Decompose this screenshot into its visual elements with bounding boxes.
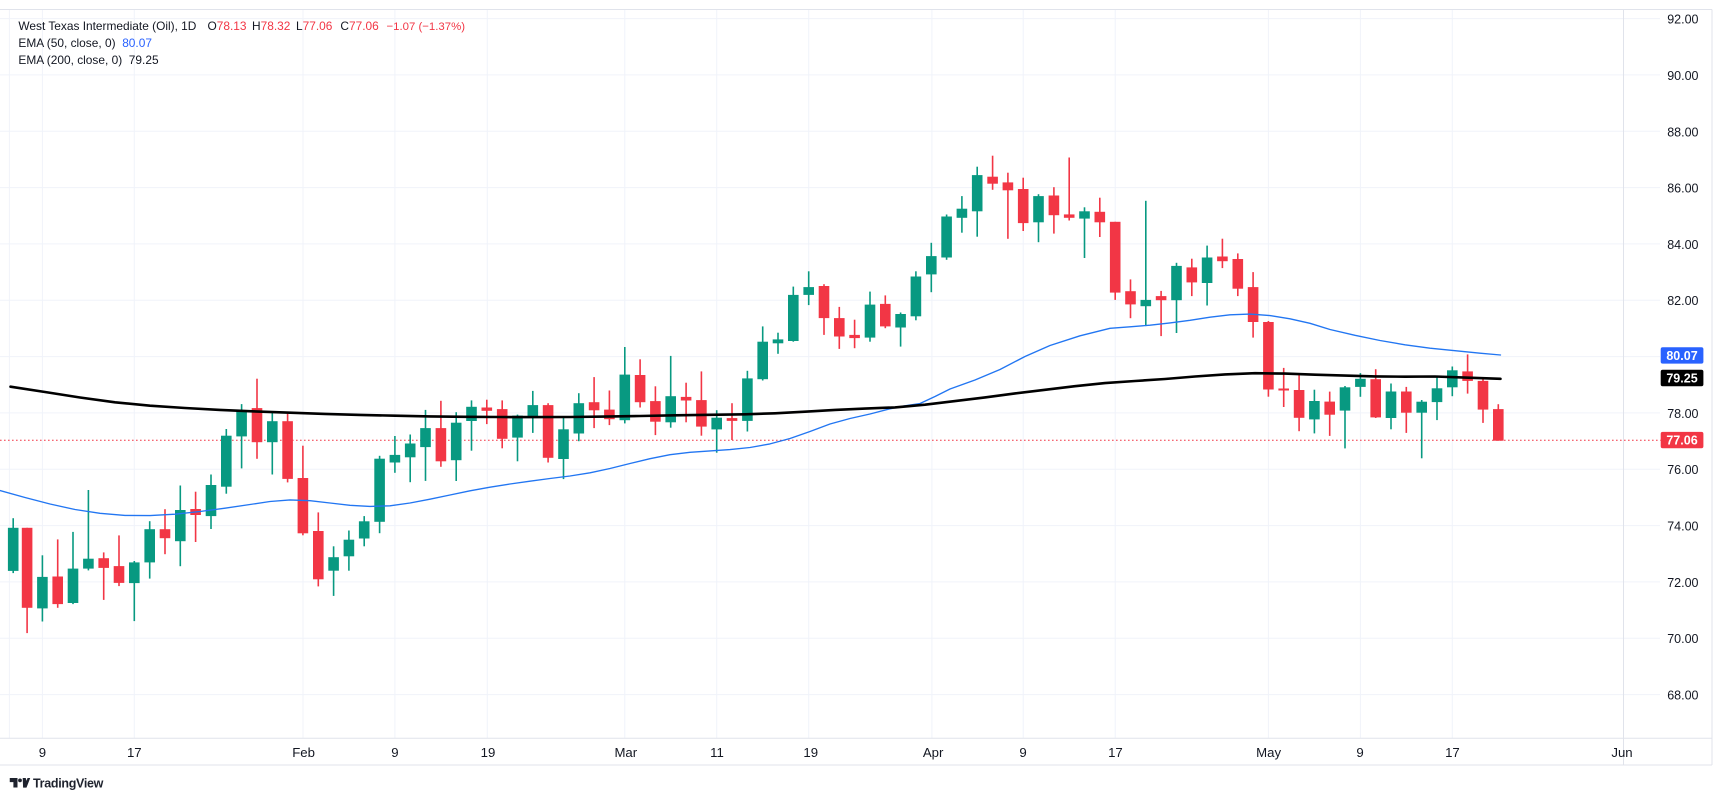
svg-text:19: 19 — [481, 745, 496, 760]
svg-text:Mar: Mar — [614, 745, 637, 760]
svg-text:17: 17 — [127, 745, 142, 760]
svg-text:19: 19 — [803, 745, 818, 760]
svg-text:80.07: 80.07 — [1666, 349, 1697, 363]
svg-text:72.00: 72.00 — [1667, 576, 1698, 590]
svg-text:79.25: 79.25 — [129, 53, 159, 67]
svg-text:90.00: 90.00 — [1667, 69, 1698, 83]
svg-text:68.00: 68.00 — [1667, 689, 1698, 703]
svg-text:74.00: 74.00 — [1667, 520, 1698, 534]
svg-text:Feb: Feb — [292, 745, 315, 760]
svg-text:May: May — [1256, 745, 1281, 760]
svg-text:TradingView: TradingView — [33, 777, 104, 791]
svg-text:L77.06: L77.06 — [296, 19, 333, 33]
svg-text:H78.32: H78.32 — [252, 19, 291, 33]
svg-text:86.00: 86.00 — [1667, 182, 1698, 196]
svg-text:Apr: Apr — [923, 745, 944, 760]
svg-text:Jun: Jun — [1611, 745, 1632, 760]
svg-text:9: 9 — [391, 745, 398, 760]
svg-text:17: 17 — [1108, 745, 1123, 760]
svg-text:EMA (50, close, 0): EMA (50, close, 0) — [18, 36, 115, 50]
svg-text:78.00: 78.00 — [1667, 407, 1698, 421]
svg-text:EMA (200, close, 0): EMA (200, close, 0) — [18, 53, 122, 67]
svg-text:9: 9 — [1356, 745, 1363, 760]
svg-text:70.00: 70.00 — [1667, 632, 1698, 646]
svg-text:84.00: 84.00 — [1667, 238, 1698, 252]
svg-text:82.00: 82.00 — [1667, 294, 1698, 308]
svg-text:77.06: 77.06 — [1666, 434, 1697, 448]
svg-text:C77.06: C77.06 — [340, 19, 379, 33]
svg-text:92.00: 92.00 — [1667, 13, 1698, 27]
svg-text:79.25: 79.25 — [1666, 372, 1697, 386]
svg-text:−1.07 (−1.37%): −1.07 (−1.37%) — [387, 21, 466, 33]
svg-text:West Texas Intermediate (Oil),: West Texas Intermediate (Oil), 1D — [18, 19, 196, 33]
svg-text:17: 17 — [1445, 745, 1460, 760]
svg-text:11: 11 — [710, 745, 724, 760]
svg-text:80.07: 80.07 — [122, 36, 152, 50]
svg-text:9: 9 — [39, 745, 46, 760]
svg-text:88.00: 88.00 — [1667, 125, 1698, 139]
svg-text:O78.13: O78.13 — [208, 19, 247, 33]
svg-text:76.00: 76.00 — [1667, 463, 1698, 477]
svg-text:9: 9 — [1019, 745, 1026, 760]
